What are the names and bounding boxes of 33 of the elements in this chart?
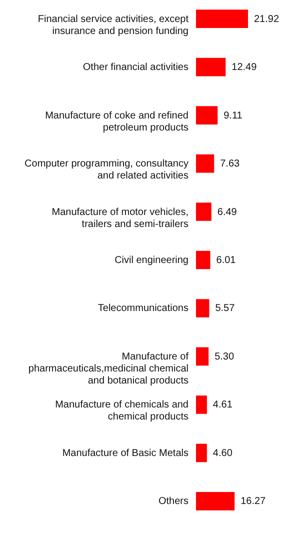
y-tick-label: Computer programming, consultancy and related activities (24, 158, 188, 182)
y-tick-label: Manufacture of Basic Metals (62, 448, 188, 459)
data-label: 9.11 (224, 110, 243, 122)
data-label: 4.61 (212, 400, 233, 411)
bar (196, 444, 207, 462)
data-label: 7.63 (220, 158, 240, 170)
y-tick-label: Other financial activities (82, 62, 188, 74)
data-label: 12.49 (232, 62, 258, 74)
data-label: 16.27 (240, 496, 266, 508)
data-label: 4.60 (212, 448, 233, 459)
data-label: 5.30 (214, 351, 234, 362)
data-label: 6.49 (217, 206, 238, 218)
y-tick-label: Civil engineering (114, 255, 188, 266)
bar (196, 58, 226, 76)
y-tick-label: Financial service activities, except insurance and pension funding (38, 14, 189, 37)
bar (196, 154, 214, 173)
y-tick-label: Manufacture of coke and refined petroleum products (45, 110, 188, 134)
bar (196, 106, 218, 124)
y-tick-label: Manufacture of motor vehicles, trailers and semi-trailers (52, 206, 188, 230)
data-label: 5.57 (215, 303, 236, 314)
bar (196, 396, 207, 414)
y-tick-label: Manufacture of chemicals and chemical products (55, 400, 188, 423)
data-label: 21.92 (254, 14, 280, 25)
y-tick-label: Telecommunications (98, 303, 188, 314)
y-tick-label: Others (158, 496, 188, 508)
bar (196, 202, 212, 221)
data-label: 6.01 (216, 255, 236, 266)
bar (196, 10, 248, 28)
y-tick-label: Manufacture of pharmaceuticals,medicinal chemical and botanical products (28, 351, 189, 386)
bar (196, 299, 210, 318)
bar (196, 492, 235, 510)
bar (196, 250, 210, 270)
bar (196, 347, 209, 366)
